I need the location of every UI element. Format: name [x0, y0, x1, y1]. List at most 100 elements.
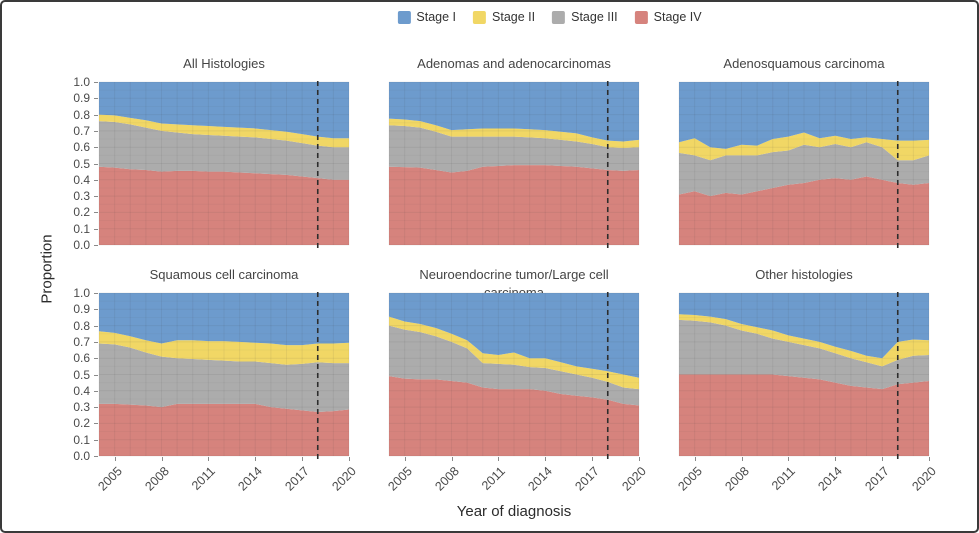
y-tick-mark: [94, 114, 98, 116]
y-tick-mark: [94, 212, 98, 214]
panel-title-all-histologies: All Histologies: [183, 56, 265, 71]
y-tick-mark: [94, 325, 98, 327]
x-tick-label: 2020: [329, 464, 359, 494]
x-tick-mark: [694, 457, 696, 461]
y-tick-mark: [94, 130, 98, 132]
panel-adenosquamous-carcinoma: [678, 81, 930, 251]
x-tick-mark: [788, 457, 790, 461]
y-tick-label: 0.4: [73, 172, 90, 187]
y-tick-mark: [94, 390, 98, 392]
stage-i-area: [389, 293, 639, 378]
panel-gridlines: [678, 292, 930, 457]
y-tick-mark: [94, 423, 98, 425]
y-tick-mark: [94, 82, 98, 83]
y-tick-label: 1.0: [73, 75, 90, 89]
x-tick-label: 2014: [235, 464, 266, 494]
y-tick-mark: [94, 439, 98, 441]
stage-iv-area: [679, 374, 929, 456]
y-tick-label: 0.6: [73, 140, 90, 155]
panel-gridlines: [678, 81, 930, 246]
x-tick-label: 2005: [94, 464, 125, 494]
x-tick-label: 2017: [862, 464, 893, 494]
x-tick-mark: [545, 457, 547, 461]
y-tick-label: 1.0: [73, 286, 90, 300]
legend-item-stage-iv: Stage IV: [634, 10, 702, 24]
x-tick-mark: [302, 457, 304, 461]
panel-title-adenosquamous-carcinoma: Adenosquamous carcinoma: [723, 56, 885, 71]
stage-i-area: [99, 82, 349, 139]
x-tick-label: 2011: [189, 464, 219, 493]
x-tick-mark: [161, 457, 163, 461]
x-tick-mark: [255, 457, 257, 461]
x-tick-label: 2008: [141, 464, 172, 494]
x-tick-mark: [451, 457, 453, 461]
y-tick-label: 0.9: [73, 302, 90, 317]
stage-iv-area: [389, 376, 639, 456]
y-tick-mark: [94, 245, 98, 246]
legend-swatch-icon: [552, 10, 566, 24]
y-tick-label: 0.8: [73, 318, 90, 333]
stage-ii-area: [679, 132, 929, 161]
y-tick-label: 0.9: [73, 91, 90, 106]
legend-label: Stage III: [571, 10, 618, 24]
y-tick-label: 0.8: [73, 107, 90, 122]
x-tick-label: 2008: [721, 464, 752, 494]
panel-gridlines: [388, 81, 640, 246]
y-tick-mark: [94, 374, 98, 376]
stage-iii-area: [99, 121, 349, 180]
y-tick-label: 0.5: [73, 156, 90, 171]
legend: Stage I Stage II Stage III Stage IV: [397, 10, 702, 24]
stage-i-area: [679, 293, 929, 359]
panel-all-histologies: [98, 81, 350, 251]
stage-ii-area: [389, 316, 639, 390]
y-tick-mark: [94, 341, 98, 343]
x-tick-mark: [208, 457, 210, 461]
legend-item-stage-i: Stage I: [397, 10, 456, 24]
x-tick-label: 2008: [431, 464, 462, 494]
stage-iii-area: [679, 319, 929, 390]
x-tick-mark: [835, 457, 837, 461]
panel-neuroendocrine-tumor-large-cell-carcinoma: [388, 292, 640, 462]
x-tick-mark: [114, 457, 116, 461]
x-tick-mark: [349, 457, 350, 461]
x-tick-mark: [404, 457, 406, 461]
x-tick-label: 2020: [909, 464, 939, 494]
y-tick-mark: [94, 358, 98, 360]
stage-ii-area: [99, 114, 349, 148]
y-tick-mark: [94, 98, 98, 100]
x-tick-mark: [639, 457, 640, 461]
y-tick-mark: [94, 147, 98, 149]
y-tick-mark: [94, 456, 98, 457]
x-tick-label: 2005: [384, 464, 415, 494]
stage-iv-area: [99, 166, 349, 245]
x-tick-label: 2014: [815, 464, 846, 494]
stage-i-area: [679, 82, 929, 149]
panel-title-adenomas-and-adenocarcinomas: Adenomas and adenocarcinomas: [417, 56, 611, 71]
y-tick-label: 0.2: [73, 205, 90, 220]
y-tick-mark: [94, 228, 98, 230]
y-tick-label: 0.7: [73, 334, 90, 349]
stage-iv-area: [99, 403, 349, 456]
y-tick-mark: [94, 179, 98, 181]
y-tick-label: 0.1: [73, 221, 90, 236]
panel-other-histologies: [678, 292, 930, 462]
x-axis-title: Year of diagnosis: [456, 503, 572, 520]
x-tick-label: 2011: [479, 464, 509, 493]
panel-title-neuroendocrine-tumor-large-cell-carcinoma: Neuroendocrine tumor/Large cell carcinom…: [419, 267, 609, 300]
stage-iii-area: [679, 142, 929, 197]
legend-label: Stage IV: [653, 10, 702, 24]
stage-iii-area: [99, 343, 349, 412]
stage-iii-area: [389, 325, 639, 406]
y-tick-label: 0.0: [73, 449, 90, 463]
y-tick-mark: [94, 163, 98, 165]
panel-adenomas-and-adenocarcinomas: [388, 81, 640, 251]
x-tick-label: 2017: [572, 464, 603, 494]
panel-title-other-histologies: Other histologies: [755, 267, 853, 282]
y-tick-mark: [94, 407, 98, 409]
y-axis-title: Proportion: [38, 234, 56, 304]
x-tick-label: 2017: [282, 464, 313, 494]
y-tick-label: 0.6: [73, 351, 90, 366]
legend-label: Stage I: [416, 10, 457, 24]
y-tick-label: 0.1: [73, 432, 90, 447]
y-tick-label: 0.7: [73, 123, 90, 138]
